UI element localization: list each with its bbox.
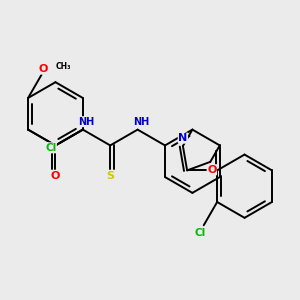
- Text: O: O: [38, 64, 48, 74]
- Text: CH₃: CH₃: [56, 62, 71, 71]
- Text: S: S: [106, 171, 114, 181]
- Text: Cl: Cl: [195, 228, 206, 238]
- Text: NH: NH: [78, 117, 94, 127]
- Text: NH: NH: [133, 117, 149, 127]
- Text: O: O: [207, 165, 217, 175]
- Text: Cl: Cl: [45, 143, 56, 153]
- Text: O: O: [51, 171, 60, 181]
- Text: N: N: [178, 133, 188, 143]
